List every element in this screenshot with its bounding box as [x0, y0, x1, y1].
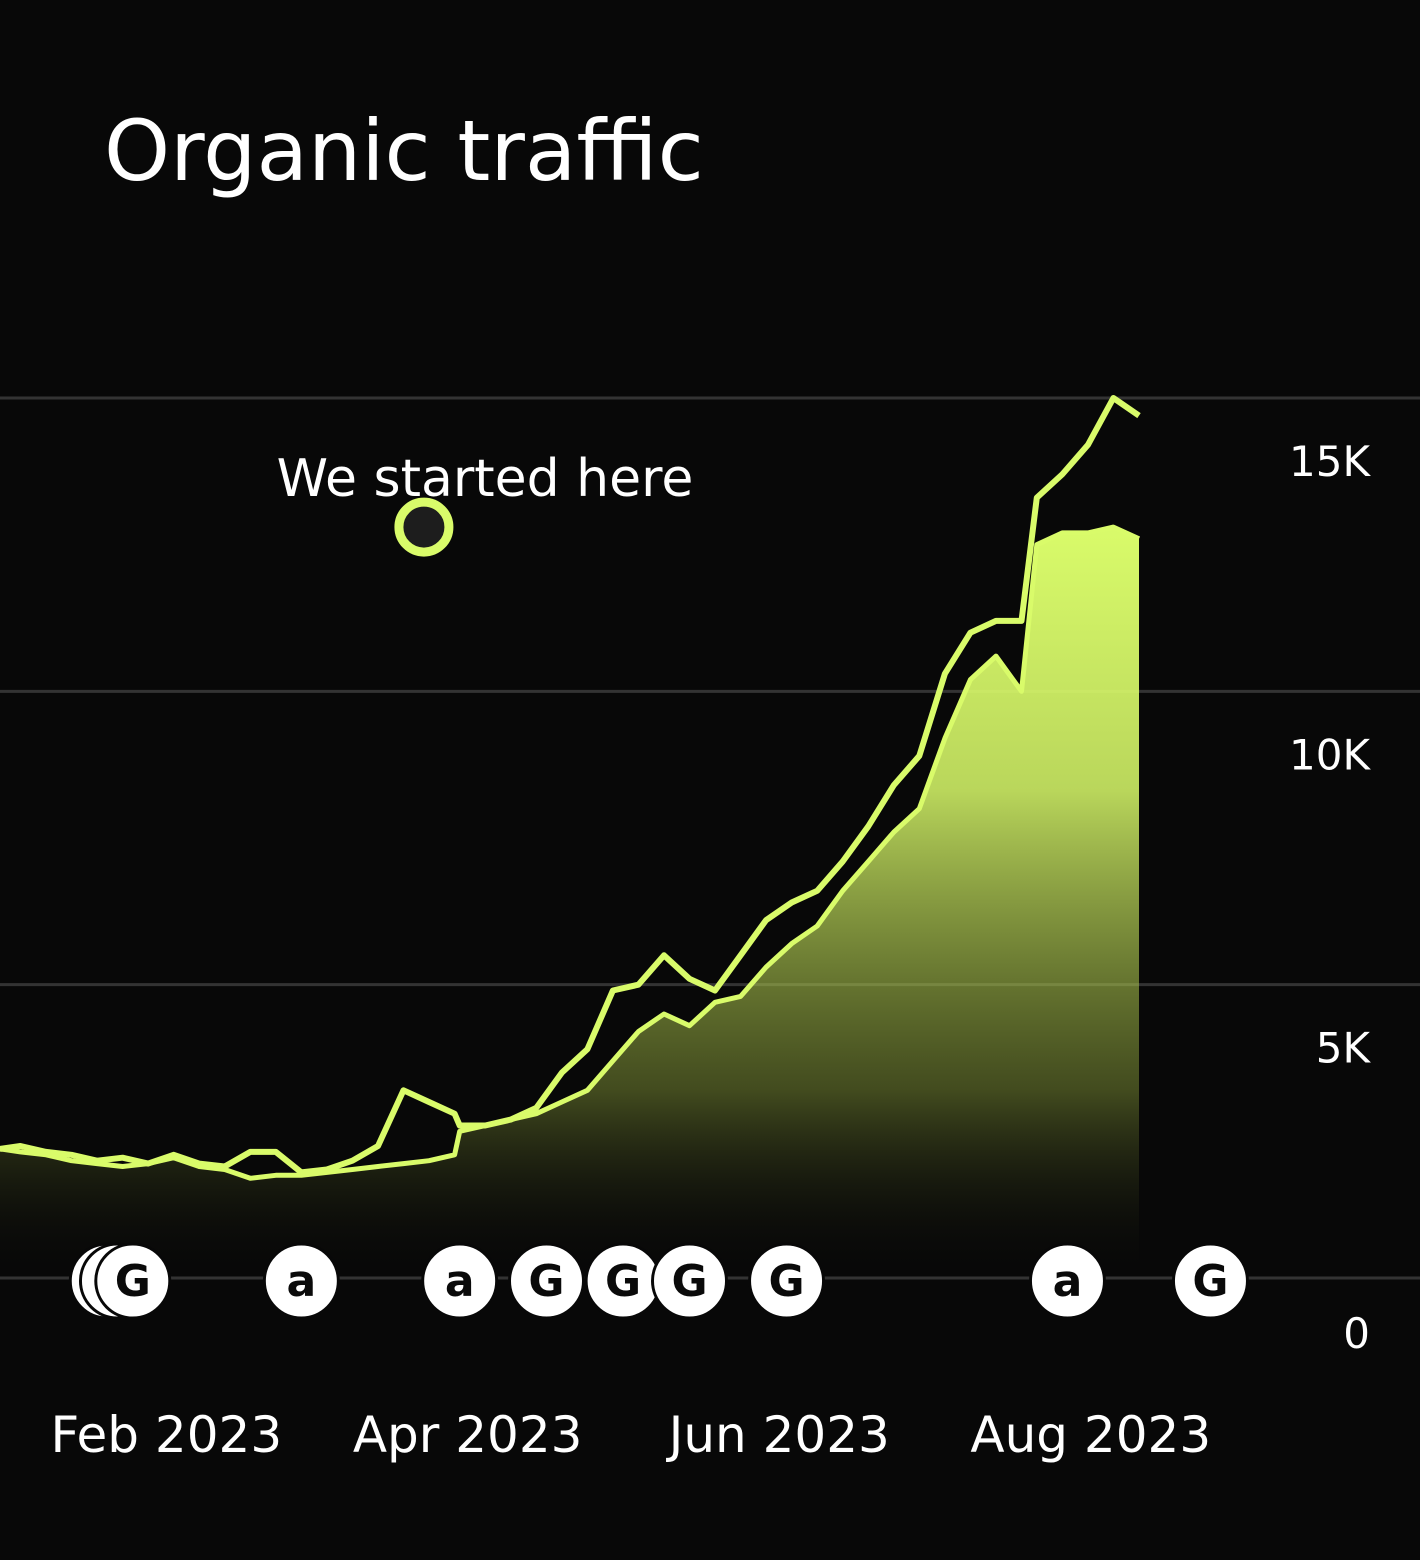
event-marker-letter: a [445, 1256, 475, 1307]
x-tick-label: Jun 2023 [666, 1406, 890, 1464]
event-marker-letter: G [768, 1256, 804, 1307]
ahrefs-update-icon [262, 1242, 340, 1320]
event-marker-letter: G [605, 1256, 641, 1307]
google-update-icon [748, 1242, 826, 1320]
y-tick-label: 10K [1289, 730, 1371, 779]
google-update-icon [1171, 1242, 1249, 1320]
annotation-label: We started here [277, 449, 694, 509]
event-marker-letter: G [1192, 1256, 1228, 1307]
x-tick-label: Aug 2023 [970, 1406, 1211, 1464]
event-marker-letter: G [115, 1256, 151, 1307]
annotation-ring [394, 497, 454, 557]
start-annotation: We started here [277, 449, 694, 1100]
series-line [0, 395, 1141, 1176]
event-marker-letter: G [528, 1256, 564, 1307]
event-marker-letter: a [286, 1256, 316, 1307]
y-tick-label: 5K [1316, 1024, 1372, 1073]
google-update-icon [94, 1242, 172, 1320]
chart-title: Organic traffic [104, 102, 704, 200]
event-markers: GaGaaGGGGaG [68, 1242, 1249, 1320]
ahrefs-update-icon [421, 1242, 499, 1320]
x-axis: Feb 2023 Apr 2023 Jun 2023 Aug 2023 [50, 1406, 1211, 1464]
x-tick-label: Feb 2023 [50, 1406, 282, 1464]
google-update-icon [651, 1242, 729, 1320]
google-update-icon [507, 1242, 585, 1320]
traffic-line [0, 395, 1141, 1176]
y-tick-label: 15K [1289, 437, 1371, 486]
y-tick-label: 0 [1343, 1309, 1370, 1358]
area-fill [0, 527, 1139, 1278]
x-tick-label: Apr 2023 [353, 1406, 583, 1464]
event-marker-letter: G [671, 1256, 707, 1307]
y-axis: 0 5K 10K 15K [1289, 437, 1371, 1358]
ahrefs-update-icon [1028, 1242, 1106, 1320]
event-marker-letter: a [1053, 1256, 1083, 1307]
